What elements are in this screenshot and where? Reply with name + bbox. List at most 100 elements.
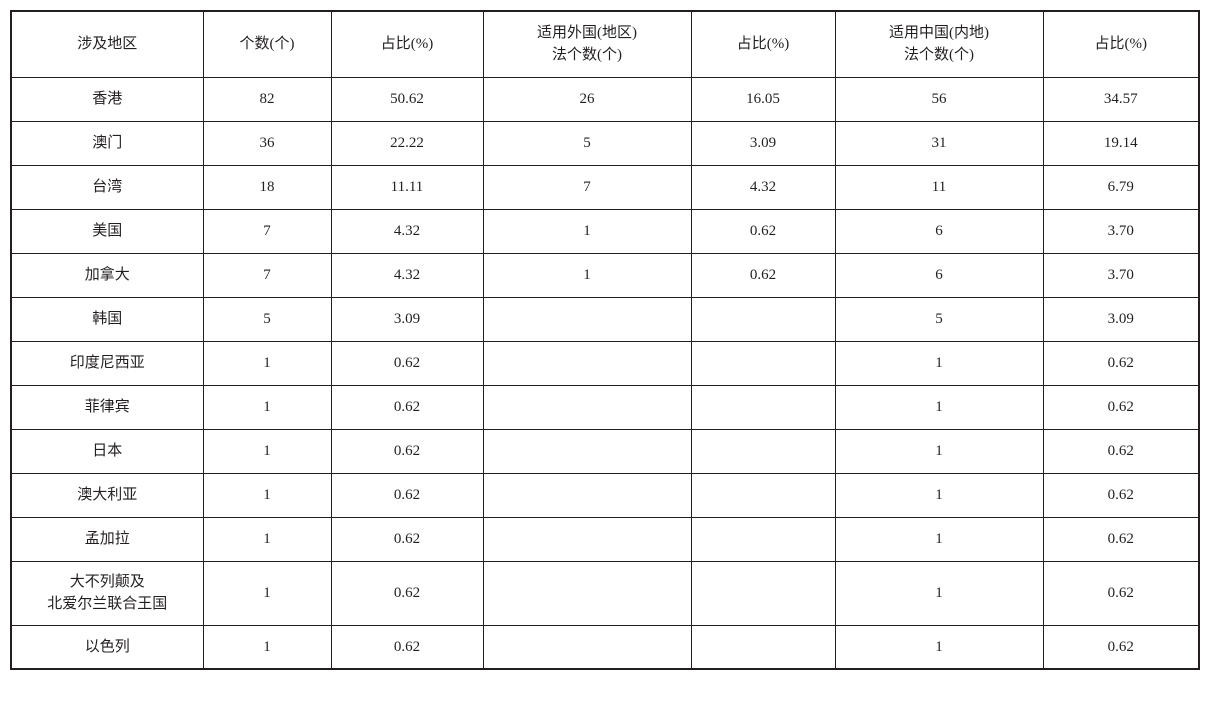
table-cell: 0.62	[691, 209, 835, 253]
table-cell: 孟加拉	[11, 517, 203, 561]
table-row: 以色列10.6210.62	[11, 625, 1199, 669]
table-cell	[691, 473, 835, 517]
table-cell: 0.62	[691, 253, 835, 297]
column-header-count: 个数(个)	[203, 11, 331, 77]
table-cell: 1	[203, 517, 331, 561]
table-cell: 7	[483, 165, 691, 209]
table-cell: 0.62	[331, 473, 483, 517]
table-cell: 5	[835, 297, 1043, 341]
table-cell: 1	[835, 429, 1043, 473]
column-header-china-law-count: 适用中国(内地)法个数(个)	[835, 11, 1043, 77]
table-cell: 56	[835, 77, 1043, 121]
table-cell: 0.62	[1043, 517, 1199, 561]
table-cell: 澳大利亚	[11, 473, 203, 517]
table-cell: 1	[203, 385, 331, 429]
table-cell: 31	[835, 121, 1043, 165]
table-cell	[483, 473, 691, 517]
table-cell	[691, 297, 835, 341]
table-cell	[691, 517, 835, 561]
table-row: 澳大利亚10.6210.62	[11, 473, 1199, 517]
table-cell	[691, 385, 835, 429]
table-cell: 0.62	[1043, 341, 1199, 385]
table-cell: 大不列颠及北爱尔兰联合王国	[11, 561, 203, 625]
table-cell: 6	[835, 209, 1043, 253]
table-cell: 0.62	[1043, 429, 1199, 473]
table-cell	[483, 341, 691, 385]
table-cell: 1	[203, 429, 331, 473]
table-cell: 82	[203, 77, 331, 121]
table-cell: 0.62	[1043, 473, 1199, 517]
table-cell: 1	[203, 625, 331, 669]
table-cell: 菲律宾	[11, 385, 203, 429]
table-cell: 0.62	[331, 385, 483, 429]
table-cell: 澳门	[11, 121, 203, 165]
table-cell: 香港	[11, 77, 203, 121]
table-cell: 以色列	[11, 625, 203, 669]
table-row: 加拿大74.3210.6263.70	[11, 253, 1199, 297]
column-header-foreign-law-count: 适用外国(地区)法个数(个)	[483, 11, 691, 77]
table-cell: 1	[203, 561, 331, 625]
table-cell: 50.62	[331, 77, 483, 121]
table-cell: 1	[835, 625, 1043, 669]
table-cell: 1	[203, 341, 331, 385]
table-row: 美国74.3210.6263.70	[11, 209, 1199, 253]
column-header-region: 涉及地区	[11, 11, 203, 77]
table-cell: 印度尼西亚	[11, 341, 203, 385]
table-cell	[691, 625, 835, 669]
table-cell	[483, 429, 691, 473]
table-cell: 3.09	[691, 121, 835, 165]
table-cell: 1	[483, 253, 691, 297]
table-cell	[483, 517, 691, 561]
table-cell: 7	[203, 209, 331, 253]
table-cell: 18	[203, 165, 331, 209]
table-cell	[691, 429, 835, 473]
table-header: 涉及地区 个数(个) 占比(%) 适用外国(地区)法个数(个) 占比(%) 适用…	[11, 11, 1199, 77]
table-cell: 6	[835, 253, 1043, 297]
table-cell: 1	[835, 385, 1043, 429]
table-cell: 0.62	[331, 625, 483, 669]
table-row: 孟加拉10.6210.62	[11, 517, 1199, 561]
table-row: 印度尼西亚10.6210.62	[11, 341, 1199, 385]
table-cell	[483, 297, 691, 341]
table-cell: 3.70	[1043, 253, 1199, 297]
table-cell	[691, 341, 835, 385]
table-row: 香港8250.622616.055634.57	[11, 77, 1199, 121]
table-cell: 5	[203, 297, 331, 341]
table-cell: 5	[483, 121, 691, 165]
table-cell	[483, 561, 691, 625]
table-cell: 日本	[11, 429, 203, 473]
table-cell: 台湾	[11, 165, 203, 209]
table-cell	[691, 561, 835, 625]
table-cell: 0.62	[331, 517, 483, 561]
table-cell: 1	[203, 473, 331, 517]
table-cell: 1	[835, 473, 1043, 517]
table-row: 澳门3622.2253.093119.14	[11, 121, 1199, 165]
table-cell: 0.62	[1043, 561, 1199, 625]
table-cell: 加拿大	[11, 253, 203, 297]
table-cell: 22.22	[331, 121, 483, 165]
table-cell: 韩国	[11, 297, 203, 341]
table-cell: 26	[483, 77, 691, 121]
column-header-china-law-percent: 占比(%)	[1043, 11, 1199, 77]
table-cell: 1	[835, 341, 1043, 385]
table-row: 大不列颠及北爱尔兰联合王国10.6210.62	[11, 561, 1199, 625]
legal-regions-table: 涉及地区 个数(个) 占比(%) 适用外国(地区)法个数(个) 占比(%) 适用…	[10, 10, 1200, 670]
table-cell: 0.62	[1043, 625, 1199, 669]
table-cell: 3.09	[1043, 297, 1199, 341]
table-header-row: 涉及地区 个数(个) 占比(%) 适用外国(地区)法个数(个) 占比(%) 适用…	[11, 11, 1199, 77]
table-row: 韩国53.0953.09	[11, 297, 1199, 341]
table-cell: 4.32	[691, 165, 835, 209]
table-cell: 34.57	[1043, 77, 1199, 121]
table-cell: 4.32	[331, 253, 483, 297]
table-row: 菲律宾10.6210.62	[11, 385, 1199, 429]
table-cell: 11.11	[331, 165, 483, 209]
table-cell: 19.14	[1043, 121, 1199, 165]
table-cell: 4.32	[331, 209, 483, 253]
table-cell: 0.62	[1043, 385, 1199, 429]
table-cell: 0.62	[331, 429, 483, 473]
table-body: 香港8250.622616.055634.57澳门3622.2253.09311…	[11, 77, 1199, 669]
table-cell: 3.70	[1043, 209, 1199, 253]
table-cell: 7	[203, 253, 331, 297]
table-cell	[483, 385, 691, 429]
column-header-percent: 占比(%)	[331, 11, 483, 77]
